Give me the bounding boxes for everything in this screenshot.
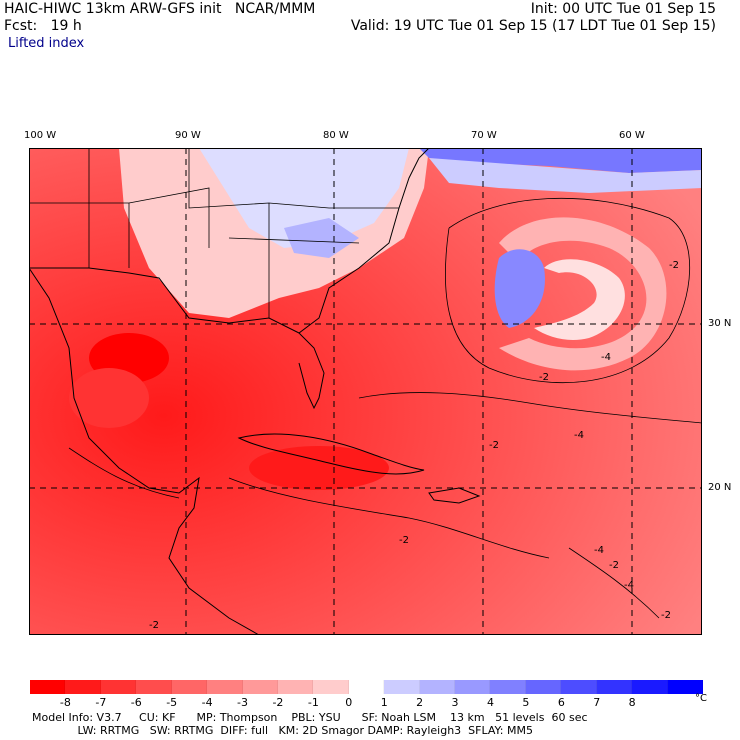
colorbar-label: 1 <box>380 696 388 709</box>
contour-label: -4 <box>574 430 584 441</box>
swirl-blue-core <box>494 249 545 328</box>
stable-core-carolinas <box>284 218 359 258</box>
mexico-coastline <box>29 267 260 635</box>
lon-label-70w: 70 W <box>471 130 497 141</box>
contour-label: -2 <box>661 610 671 621</box>
colorbar-label: 5 <box>522 696 530 709</box>
florida-coastline <box>298 332 325 410</box>
colorbar-label: -5 <box>166 696 178 709</box>
cuba-outline <box>237 433 425 475</box>
contour-label: -2 <box>489 440 499 451</box>
colorbar-swatch <box>561 680 597 694</box>
contour-label: -2 <box>539 372 549 383</box>
colorbar-swatch <box>348 680 385 694</box>
colorbar-unit: °C <box>695 693 707 704</box>
instability-region-texas <box>69 368 149 428</box>
colorbar-swatch <box>100 680 137 694</box>
lifted-index-map: -2 -2 -2 -4 -4 -4 -2 -2 -2 -4 -2 <box>29 148 702 635</box>
colorbar-label: 3 <box>451 696 459 709</box>
colorbar-label: -8 <box>59 696 71 709</box>
colorbar-swatch <box>171 680 208 694</box>
instability-core-cuba <box>249 446 389 490</box>
hispaniola-outline <box>428 487 481 504</box>
field-name: Lifted index <box>8 36 85 51</box>
lat-label-20n: 20 N <box>708 482 732 493</box>
colorbar-label: 4 <box>486 696 494 709</box>
colorbar-swatch <box>65 680 101 694</box>
colorbar-swatch <box>596 680 633 694</box>
colorbar-swatch <box>313 680 349 694</box>
contour-lines <box>68 197 702 619</box>
valid-time: Valid: 19 UTC Tue 01 Sep 15 (17 LDT Tue … <box>350 18 716 34</box>
lon-label-90w: 90 W <box>175 130 201 141</box>
contour-label: -4 <box>594 545 604 556</box>
contour-label: -4 <box>601 352 611 363</box>
colorbar-label: -3 <box>237 696 248 709</box>
colorbar-label: 7 <box>593 696 601 709</box>
colorbar-label: -4 <box>201 696 213 709</box>
colorbar-swatch <box>455 680 491 694</box>
forecast-hour: Fcst: 19 h <box>4 18 82 34</box>
contour-label: -2 <box>669 260 679 271</box>
colorbar-label: 2 <box>416 696 424 709</box>
lat-lon-grid <box>29 148 702 635</box>
us-coastline <box>29 148 430 334</box>
colorbar-swatch <box>136 680 172 694</box>
init-time: Init: 00 UTC Tue 01 Sep 15 <box>530 1 716 17</box>
lon-label-100w: 100 W <box>24 130 57 141</box>
colorbar-swatch <box>632 680 668 694</box>
stable-region-mid-atlantic <box>199 148 409 248</box>
colorbar-label: -7 <box>95 696 107 709</box>
colorbar-swatch <box>490 680 526 694</box>
colorbar-swatch <box>384 680 420 694</box>
colorbar-swatch <box>667 680 704 694</box>
lon-label-80w: 80 W <box>323 130 349 141</box>
colorbar-swatch <box>207 680 243 694</box>
colorbar-swatch <box>525 680 562 694</box>
stable-band-north <box>429 158 702 193</box>
colorbar-swatch <box>419 680 456 694</box>
colorbar-swatch <box>277 680 314 694</box>
stable-region-north <box>419 148 702 173</box>
contour-label: -2 <box>149 620 159 631</box>
colorbar-label: -6 <box>130 696 142 709</box>
colorbar-label: 0 <box>345 696 353 709</box>
model-info-line1: Model Info: V3.7 CU: KF MP: Thompson PBL… <box>32 711 588 724</box>
lat-label-30n: 30 N <box>708 318 732 329</box>
colorbar-label: -1 <box>307 696 319 709</box>
colorbar <box>30 680 704 694</box>
model-title: HAIC-HIWC 13km ARW-GFS init NCAR/MMM <box>4 1 316 17</box>
contour-label: -2 <box>609 560 619 571</box>
colorbar-label: 8 <box>628 696 636 709</box>
swirl-inner-pale <box>534 259 625 340</box>
colorbar-swatch <box>242 680 278 694</box>
colorbar-swatch <box>30 680 66 694</box>
model-info-line2: LW: RRTMG SW: RRTMG DIFF: full KM: 2D Sm… <box>32 724 533 737</box>
lon-label-60w: 60 W <box>619 130 645 141</box>
map-frame <box>29 148 702 635</box>
swirl-outer <box>499 217 667 371</box>
colorbar-label: -2 <box>272 696 284 709</box>
contour-label: -4 <box>624 580 634 591</box>
colorbar-label: 6 <box>557 696 565 709</box>
contour-label: -2 <box>399 535 409 546</box>
state-borders <box>29 148 399 318</box>
